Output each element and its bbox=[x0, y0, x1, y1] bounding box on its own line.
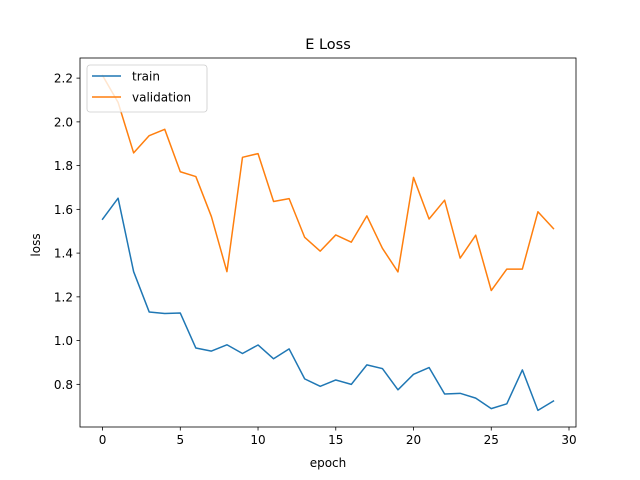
legend-label-train: train bbox=[132, 70, 160, 84]
x-tick-label: 30 bbox=[561, 433, 576, 447]
y-tick-label: 1.2 bbox=[54, 290, 73, 304]
y-tick-label: 1.8 bbox=[54, 159, 73, 173]
y-axis-label: loss bbox=[29, 233, 43, 256]
x-axis-label: epoch bbox=[310, 456, 347, 470]
x-tick-label: 5 bbox=[176, 433, 184, 447]
x-tick-label: 10 bbox=[250, 433, 265, 447]
legend: train validation bbox=[87, 65, 207, 112]
y-tick-label: 2.2 bbox=[54, 72, 73, 86]
x-tick-label: 0 bbox=[99, 433, 107, 447]
y-tick-label: 0.8 bbox=[54, 378, 73, 392]
x-tick-label: 15 bbox=[328, 433, 343, 447]
legend-label-validation: validation bbox=[132, 91, 191, 105]
chart-title: E Loss bbox=[305, 37, 351, 53]
y-tick-label: 1.6 bbox=[54, 203, 73, 217]
x-tick-label: 25 bbox=[484, 433, 499, 447]
y-tick-label: 1.4 bbox=[54, 247, 73, 261]
x-tick-label: 20 bbox=[406, 433, 421, 447]
y-tick-label: 1.0 bbox=[54, 334, 73, 348]
y-tick-label: 2.0 bbox=[54, 115, 73, 129]
